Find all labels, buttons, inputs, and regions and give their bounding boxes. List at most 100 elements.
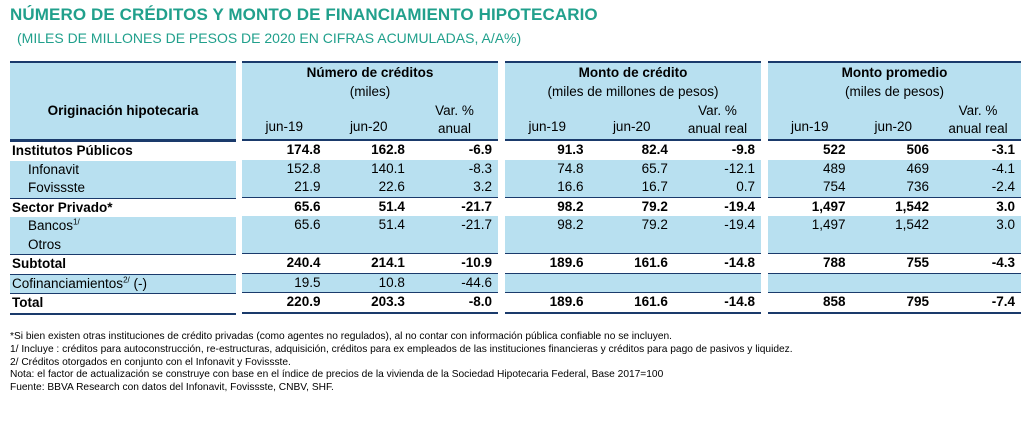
data-cell: 65.7	[589, 159, 674, 178]
data-cell: 51.4	[326, 216, 411, 235]
table-row	[505, 234, 761, 254]
column-header-text: jun-19	[265, 118, 303, 134]
table-row	[505, 272, 761, 293]
row-label-text: Infonavit	[28, 161, 80, 177]
column-header: jun-20	[589, 101, 674, 141]
data-cell: 3.0	[934, 216, 1021, 235]
data-cell: 82.4	[589, 139, 674, 160]
table-row: 19.5 10.8 -44.6	[242, 272, 498, 293]
data-cell	[934, 272, 1021, 293]
data-cell: 795	[851, 292, 935, 314]
table-row: 788 755 -4.3	[768, 253, 1021, 273]
data-cell: -4.1	[934, 159, 1021, 178]
column-header-text: Var. %	[698, 103, 737, 118]
column-header: jun-20	[326, 101, 411, 141]
column-header: jun-19	[242, 101, 327, 141]
column-header-text: anual	[437, 121, 471, 136]
footnote-marker: 2/	[123, 275, 130, 285]
row-header-label: Originación hipotecaria	[10, 83, 236, 141]
column-header-text: jun-20	[349, 118, 388, 134]
row-label-suffix: (-)	[129, 275, 147, 291]
row-label: Infonavit	[10, 160, 236, 179]
group-numero-creditos: Número de créditos (miles) jun-19 jun-20 Var…	[242, 61, 498, 316]
group-unit: (miles)	[242, 83, 498, 101]
column-header-text: jun-19	[790, 118, 829, 134]
data-cell: -3.1	[934, 139, 1021, 160]
row-label-text: Total	[12, 295, 44, 311]
table-row: Institutos Públicos	[10, 141, 236, 161]
column-header: jun-19	[768, 101, 852, 141]
table-row: 754 736 -2.4	[768, 178, 1021, 197]
data-cell: 220.9	[242, 292, 327, 314]
data-cell: -7.4	[934, 292, 1021, 314]
group-title: Monto de crédito	[505, 61, 761, 83]
column-header: jun-19	[505, 101, 590, 141]
row-label: Otros	[10, 235, 236, 255]
data-cell: -14.8	[673, 292, 761, 314]
data-cell: -8.0	[410, 292, 498, 314]
data-cell: 74.8	[505, 159, 590, 178]
data-cell: 65.6	[242, 196, 327, 216]
data-cell: 214.1	[326, 253, 411, 273]
table-row: 522 506 -3.1	[768, 139, 1021, 160]
row-label: Sector Privado*	[10, 197, 236, 217]
page-subtitle: (MILES DE MILLONES DE PESOS DE 2020 EN C…	[17, 30, 522, 46]
data-cell: 65.6	[242, 216, 327, 235]
column-header: Var. % anual	[410, 101, 498, 141]
table-row: 91.3 82.4 -9.8	[505, 139, 761, 160]
row-label-text: Cofinanciamientos	[12, 275, 124, 291]
data-cell	[851, 272, 935, 293]
group-title: Monto promedio	[768, 61, 1021, 83]
data-cell: 522	[768, 139, 852, 160]
data-cell: -10.9	[410, 253, 498, 273]
data-cell: 91.3	[505, 139, 590, 160]
data-cell: 189.6	[505, 253, 590, 273]
table-row: 489 469 -4.1	[768, 159, 1021, 178]
data-cell: 16.7	[589, 178, 674, 197]
data-cell: 1,497	[768, 196, 852, 216]
table-row: 21.9 22.6 3.2	[242, 178, 498, 197]
row-label: Bancos1/	[10, 217, 236, 236]
data-cell: -44.6	[410, 272, 498, 293]
table-row: Total	[10, 293, 236, 315]
row-label: Total	[10, 293, 236, 315]
group-unit: (miles de pesos)	[768, 83, 1021, 101]
data-cell	[851, 234, 935, 254]
group-monto-credito: Monto de crédito (miles de millones de pe…	[505, 61, 761, 316]
row-label-text: Fovissste	[28, 180, 86, 196]
row-label-text: Institutos Públicos	[12, 143, 133, 159]
row-label: Cofinanciamientos2/ (-)	[10, 273, 236, 294]
table-row: 189.6 161.6 -14.8	[505, 253, 761, 273]
data-cell: 0.7	[673, 178, 761, 197]
table-row: Sector Privado*	[10, 197, 236, 217]
column-header-text: jun-20	[874, 118, 912, 134]
data-cell: 469	[851, 159, 935, 178]
table-row: Otros	[10, 235, 236, 255]
data-cell: 3.0	[934, 196, 1021, 216]
table-row: Cofinanciamientos2/ (-)	[10, 273, 236, 294]
data-cell: 506	[851, 139, 935, 160]
footnote: Fuente: BBVA Research con datos del Info…	[10, 382, 334, 394]
data-cell: -19.4	[673, 216, 761, 235]
data-cell: 754	[768, 178, 852, 197]
data-cell: 51.4	[326, 196, 411, 216]
numero-creditos-table: Número de créditos (miles) jun-19 jun-20 Var…	[242, 61, 498, 314]
monto-credito-table: Monto de crédito (miles de millones de pe…	[505, 61, 761, 314]
column-header-text: Var. %	[958, 103, 998, 118]
group-title: Número de créditos	[242, 61, 498, 83]
data-cell: 1,542	[851, 216, 935, 235]
data-cell: 755	[851, 253, 935, 273]
table-row: 189.6 161.6 -14.8	[505, 292, 761, 314]
footnote: 1/ Incluye : créditos para autoconstrucc…	[10, 343, 793, 355]
column-header-text: jun-19	[528, 118, 566, 134]
data-cell	[242, 234, 327, 254]
data-cell: 21.9	[242, 178, 327, 197]
data-cell: -4.3	[934, 253, 1021, 273]
data-cell: 189.6	[505, 292, 590, 314]
data-cell: 203.3	[326, 292, 411, 314]
column-header: Var. % anual real	[934, 101, 1021, 141]
data-cell: -21.7	[410, 216, 498, 235]
data-cell	[673, 272, 761, 293]
table-row: Bancos1/	[10, 217, 236, 236]
data-cell: -2.4	[934, 178, 1021, 197]
